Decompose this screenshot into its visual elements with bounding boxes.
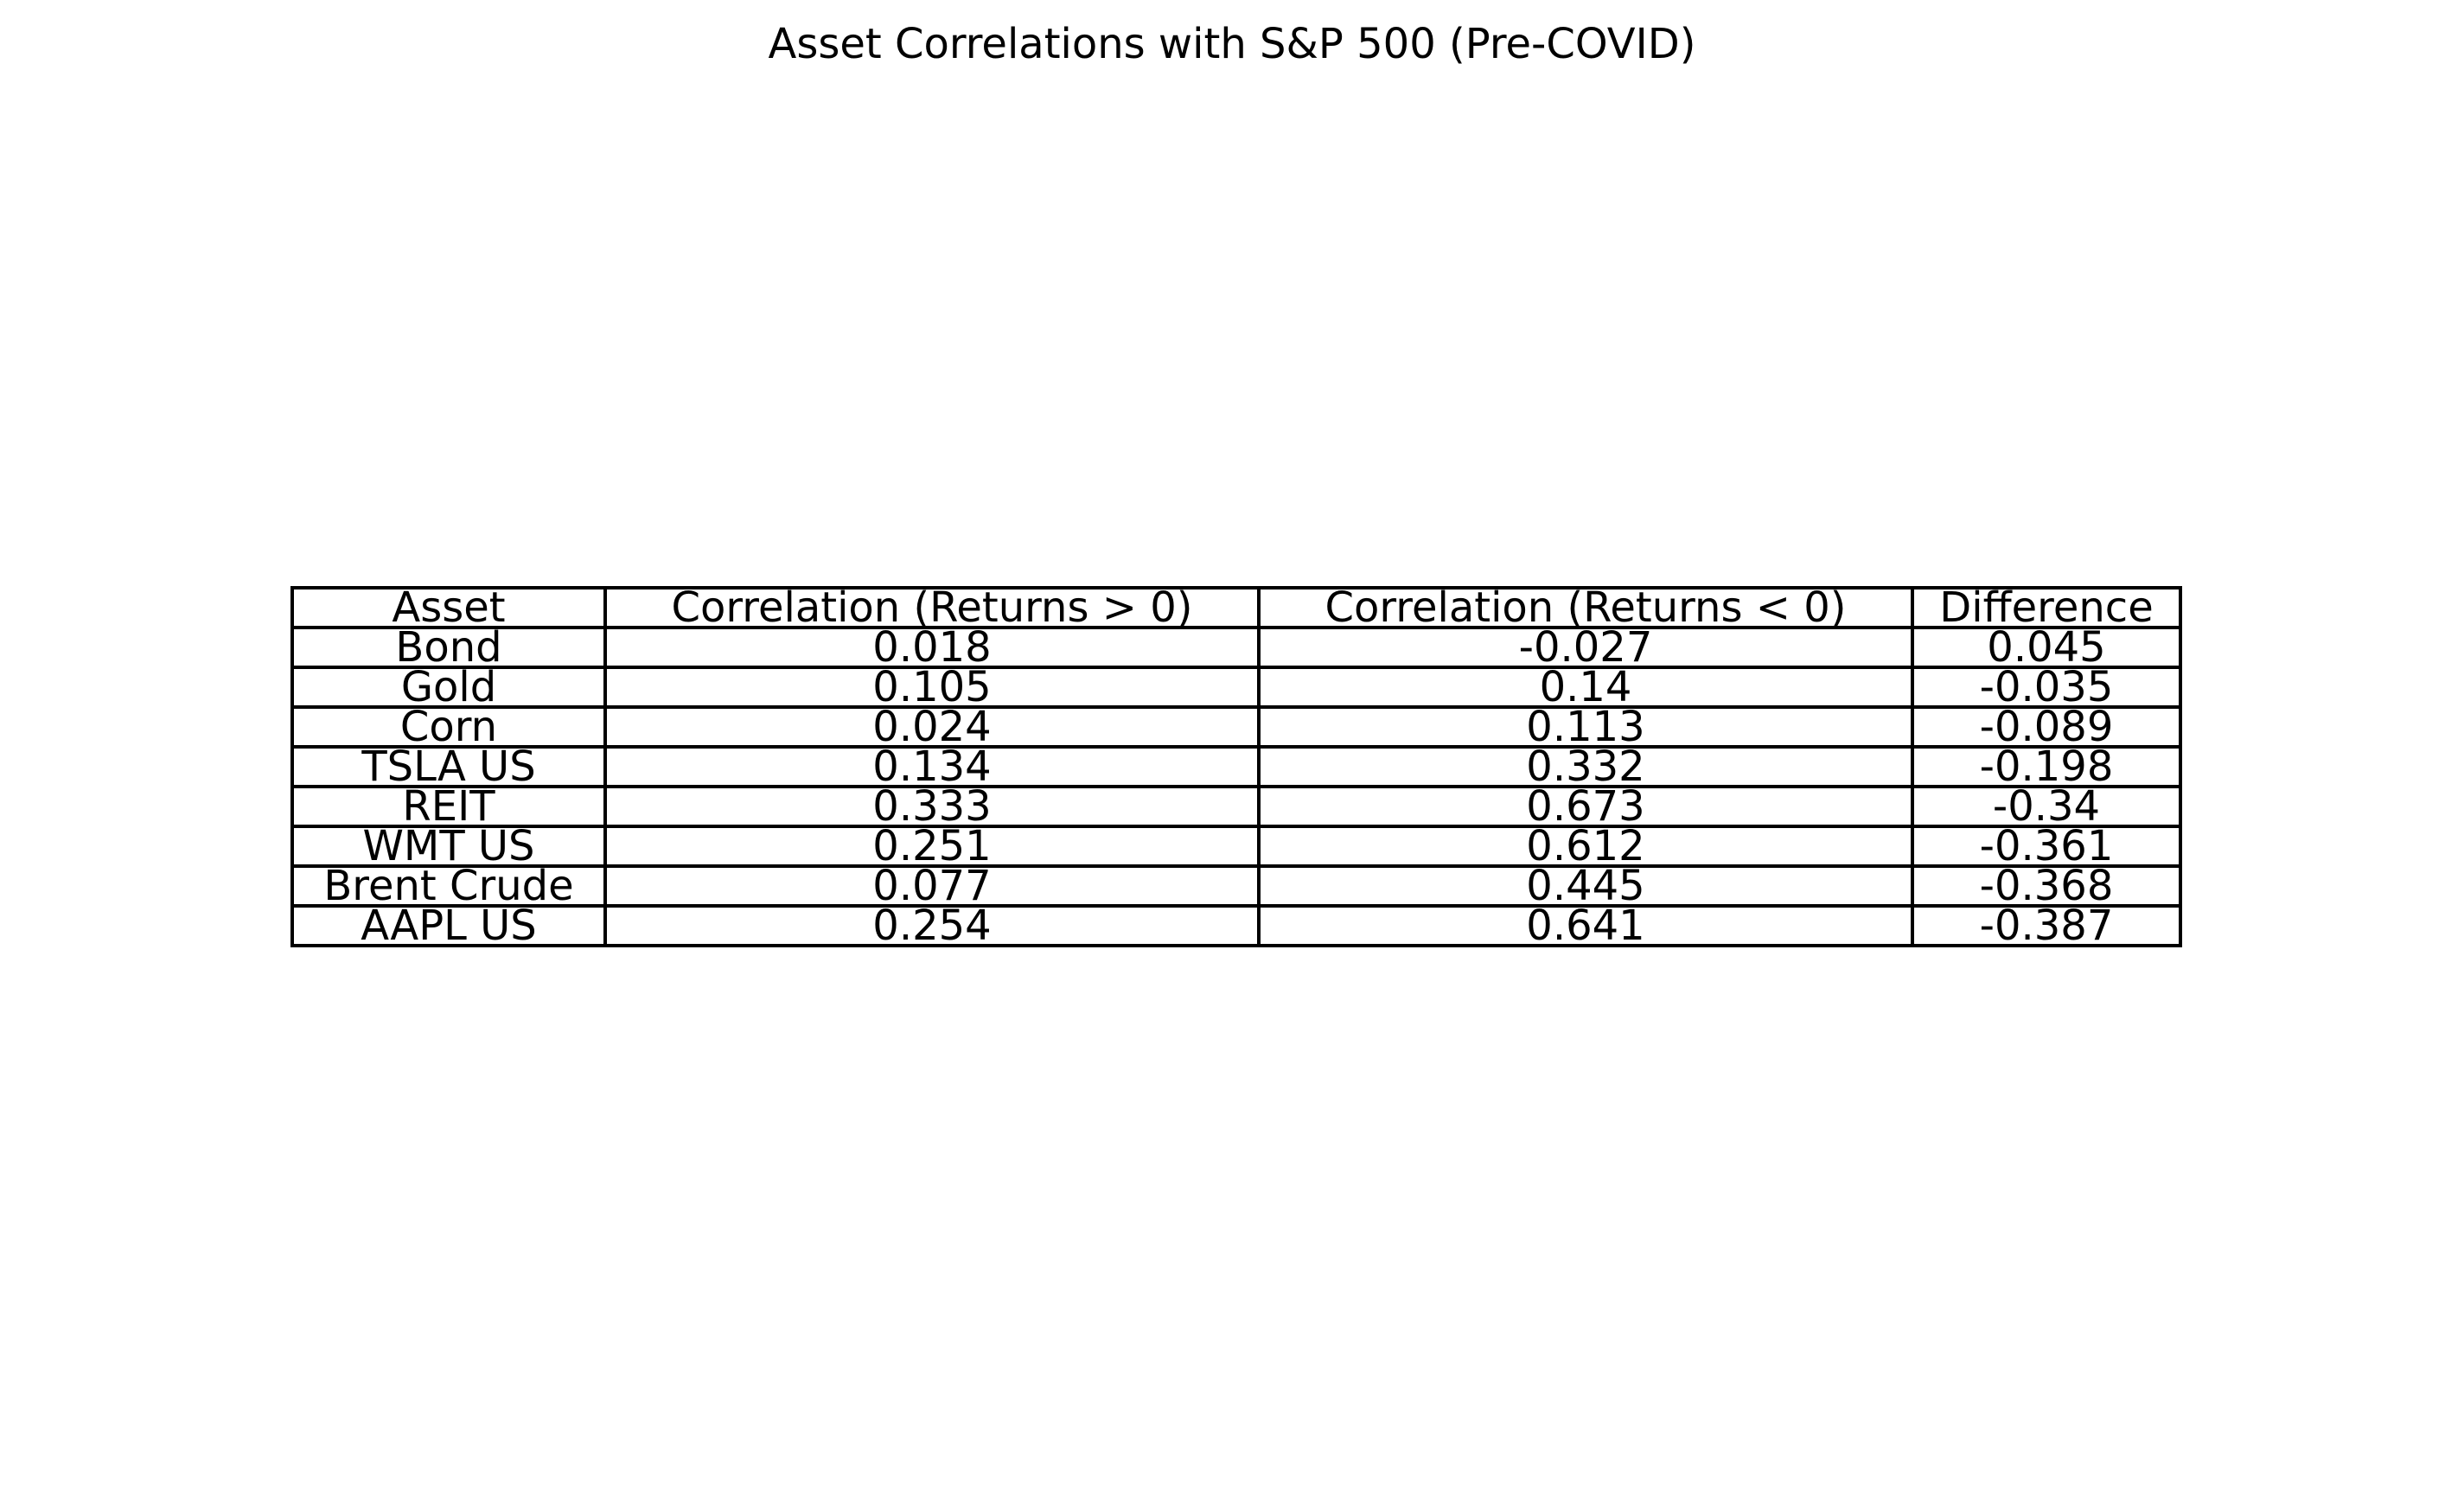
correlation-positive-cell: 0.105 <box>603 666 1261 709</box>
correlation-positive-cell: 0.254 <box>603 904 1261 947</box>
difference-cell: -0.035 <box>1911 666 2182 709</box>
difference-cell: -0.198 <box>1911 745 2182 788</box>
asset-cell: TSLA US <box>290 745 607 788</box>
correlation-negative-cell: 0.612 <box>1257 825 1914 868</box>
correlation-negative-cell: 0.641 <box>1257 904 1914 947</box>
column-header-asset: Asset <box>290 586 607 629</box>
correlation-positive-cell: 0.134 <box>603 745 1261 788</box>
table-row: WMT US 0.251 0.612 -0.361 <box>290 825 2182 868</box>
correlation-negative-cell: 0.113 <box>1257 705 1914 749</box>
asset-cell: WMT US <box>290 825 607 868</box>
asset-cell: Corn <box>290 705 607 749</box>
asset-cell: Bond <box>290 626 607 669</box>
asset-cell: REIT <box>290 785 607 828</box>
asset-cell: AAPL US <box>290 904 607 947</box>
correlation-negative-cell: 0.332 <box>1257 745 1914 788</box>
chart-title: Asset Correlations with S&P 500 (Pre-COV… <box>768 20 1696 68</box>
difference-cell: -0.34 <box>1911 785 2182 828</box>
column-header-correlation-negative: Correlation (Returns < 0) <box>1257 586 1914 629</box>
difference-cell: 0.045 <box>1911 626 2182 669</box>
correlation-negative-cell: 0.14 <box>1257 666 1914 709</box>
table-row: TSLA US 0.134 0.332 -0.198 <box>290 745 2182 788</box>
correlation-table-container: Asset Correlation (Returns > 0) Correlat… <box>290 586 2182 947</box>
difference-cell: -0.361 <box>1911 825 2182 868</box>
difference-cell: -0.368 <box>1911 864 2182 908</box>
correlation-positive-cell: 0.251 <box>603 825 1261 868</box>
difference-cell: -0.387 <box>1911 904 2182 947</box>
asset-cell: Gold <box>290 666 607 709</box>
correlation-positive-cell: 0.077 <box>603 864 1261 908</box>
correlation-table: Asset Correlation (Returns > 0) Correlat… <box>290 586 2182 947</box>
table-header-row: Asset Correlation (Returns > 0) Correlat… <box>290 586 2182 629</box>
table-row: Bond 0.018 -0.027 0.045 <box>290 626 2182 669</box>
correlation-negative-cell: -0.027 <box>1257 626 1914 669</box>
table-row: Gold 0.105 0.14 -0.035 <box>290 666 2182 709</box>
table-row: REIT 0.333 0.673 -0.34 <box>290 785 2182 828</box>
correlation-positive-cell: 0.024 <box>603 705 1261 749</box>
column-header-correlation-positive: Correlation (Returns > 0) <box>603 586 1261 629</box>
column-header-difference: Difference <box>1911 586 2182 629</box>
table-row: Corn 0.024 0.113 -0.089 <box>290 705 2182 749</box>
correlation-positive-cell: 0.018 <box>603 626 1261 669</box>
correlation-negative-cell: 0.445 <box>1257 864 1914 908</box>
table-row: Brent Crude 0.077 0.445 -0.368 <box>290 864 2182 908</box>
table-row: AAPL US 0.254 0.641 -0.387 <box>290 904 2182 947</box>
difference-cell: -0.089 <box>1911 705 2182 749</box>
correlation-negative-cell: 0.673 <box>1257 785 1914 828</box>
asset-cell: Brent Crude <box>290 864 607 908</box>
correlation-positive-cell: 0.333 <box>603 785 1261 828</box>
